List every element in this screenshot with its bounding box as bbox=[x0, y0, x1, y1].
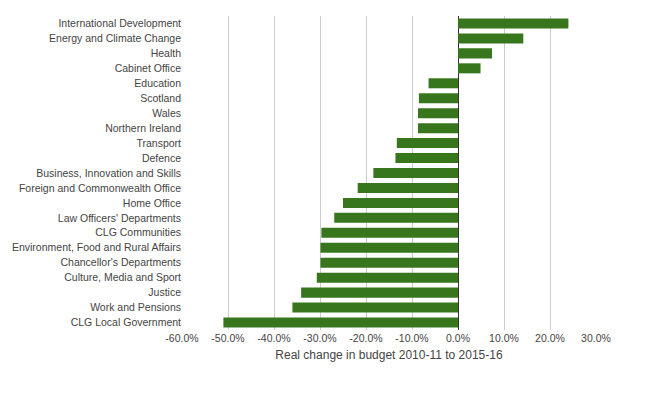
svg-text:20.0%: 20.0% bbox=[535, 332, 565, 344]
svg-text:Cabinet Office: Cabinet Office bbox=[115, 62, 182, 74]
svg-text:-40.0%: -40.0% bbox=[257, 332, 290, 344]
svg-text:Home Office: Home Office bbox=[123, 197, 181, 209]
svg-text:Business, Innovation and Skill: Business, Innovation and Skills bbox=[36, 167, 181, 179]
svg-text:Work and Pensions: Work and Pensions bbox=[90, 301, 181, 313]
svg-text:Scotland: Scotland bbox=[140, 92, 181, 104]
svg-text:CLG Communities: CLG Communities bbox=[95, 226, 181, 238]
svg-text:-30.0%: -30.0% bbox=[303, 332, 336, 344]
svg-text:-20.0%: -20.0% bbox=[349, 332, 382, 344]
svg-text:0.0%: 0.0% bbox=[446, 332, 470, 344]
svg-text:Northern Ireland: Northern Ireland bbox=[105, 122, 181, 134]
svg-text:Health: Health bbox=[151, 47, 182, 59]
svg-text:30.0%: 30.0% bbox=[581, 332, 611, 344]
svg-text:Environment, Food and Rural Af: Environment, Food and Rural Affairs bbox=[12, 241, 181, 253]
svg-text:10.0%: 10.0% bbox=[489, 332, 519, 344]
svg-text:Justice: Justice bbox=[148, 286, 181, 298]
svg-text:International Development: International Development bbox=[58, 17, 181, 29]
svg-text:Education: Education bbox=[134, 77, 181, 89]
svg-text:Culture, Media and Sport: Culture, Media and Sport bbox=[64, 271, 181, 283]
svg-text:CLG Local Government: CLG Local Government bbox=[71, 316, 181, 328]
svg-text:Defence: Defence bbox=[142, 152, 181, 164]
svg-text:Energy and Climate Change: Energy and Climate Change bbox=[49, 32, 181, 44]
svg-text:Law Officers' Departments: Law Officers' Departments bbox=[58, 212, 181, 224]
svg-text:Wales: Wales bbox=[152, 107, 181, 119]
svg-text:-60.0%: -60.0% bbox=[165, 332, 198, 344]
svg-text:Real change in budget 2010-11: Real change in budget 2010-11 to 2015-16 bbox=[275, 348, 503, 362]
svg-text:Foreign and Commonwealth Offic: Foreign and Commonwealth Office bbox=[19, 182, 181, 194]
svg-text:Transport: Transport bbox=[136, 137, 181, 149]
svg-text:-10.0%: -10.0% bbox=[395, 332, 428, 344]
svg-text:-50.0%: -50.0% bbox=[211, 332, 244, 344]
svg-text:Chancellor's Departments: Chancellor's Departments bbox=[61, 256, 181, 268]
